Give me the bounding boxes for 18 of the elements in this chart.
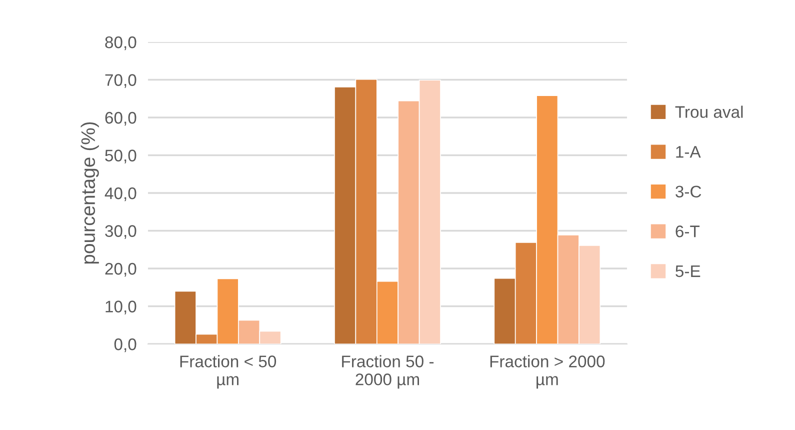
x-tick-label: Fraction 50 - 2000 µm: [342, 355, 434, 389]
y-tick-label: 80,0: [105, 36, 136, 50]
y-axis-title: pourcentage (%): [80, 122, 99, 264]
x-tick-label: Fraction > 2000 µm: [490, 355, 605, 389]
y-tick-label: 70,0: [105, 74, 136, 88]
y-tick-label: 10,0: [106, 300, 136, 314]
legend-label: 1-A: [676, 146, 701, 158]
y-tick-label: 0,0: [114, 338, 136, 352]
legend-label: 6-T: [676, 226, 700, 238]
legend-label: 5-E: [676, 265, 700, 278]
y-tick-label: 40,0: [104, 187, 136, 202]
legend-label: Trou aval: [675, 106, 743, 118]
y-tick-label: 50,0: [105, 150, 136, 164]
legend-label: 3-C: [676, 186, 702, 198]
x-tick-label: Fraction < 50 µm: [180, 355, 276, 389]
y-tick-label: 20,0: [105, 262, 136, 277]
y-tick-label: 60,0: [105, 112, 136, 126]
y-tick-label: 30,0: [105, 225, 136, 239]
